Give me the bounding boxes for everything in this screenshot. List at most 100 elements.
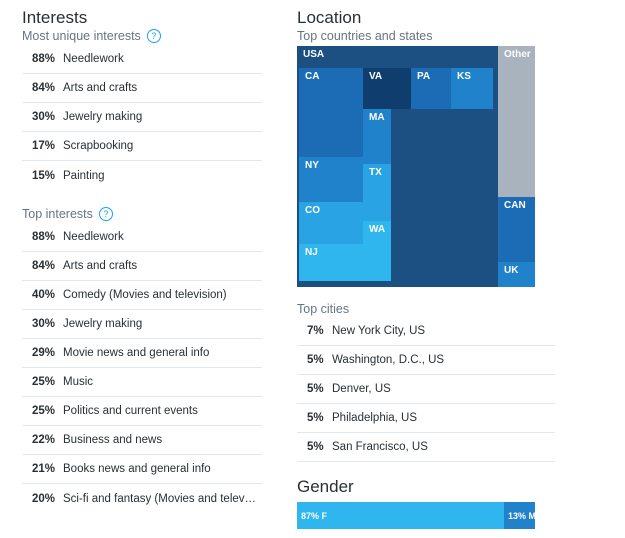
interest-label: Books news and general info bbox=[63, 463, 211, 475]
percent: 17% bbox=[32, 140, 56, 152]
unique-interests-label: Most unique interests bbox=[22, 29, 141, 43]
treemap-cell-ks[interactable]: KS bbox=[451, 68, 493, 109]
treemap-label: USA bbox=[303, 49, 325, 60]
list-item: 88% Needlework bbox=[22, 45, 262, 74]
interest-label: Arts and crafts bbox=[63, 260, 138, 272]
interest-label: Politics and current events bbox=[63, 405, 198, 417]
list-item: 20% Sci-fi and fantasy (Movies and telev… bbox=[22, 484, 262, 513]
city-label: San Francisco, US bbox=[332, 441, 428, 453]
list-item: 7% New York City, US bbox=[297, 317, 555, 346]
percent: 84% bbox=[32, 82, 56, 94]
percent: 29% bbox=[32, 347, 56, 359]
city-label: Denver, US bbox=[332, 383, 391, 395]
list-item: 30% Jewelry making bbox=[22, 103, 262, 132]
treemap-label: WA bbox=[369, 224, 386, 235]
list-item: 5% Philadelphia, US bbox=[297, 404, 555, 433]
treemap-cell-wa[interactable]: WA bbox=[363, 221, 391, 244]
help-icon[interactable]: ? bbox=[146, 29, 161, 43]
treemap-label: VA bbox=[369, 71, 383, 82]
list-item: 25% Music bbox=[22, 368, 262, 397]
treemap-cell-ny[interactable]: NY bbox=[299, 157, 363, 202]
treemap-label: CAN bbox=[504, 200, 526, 211]
treemap-cell-va[interactable]: VA bbox=[363, 68, 411, 109]
percent: 25% bbox=[32, 405, 56, 417]
percent: 30% bbox=[32, 318, 56, 330]
list-item: 40% Comedy (Movies and television) bbox=[22, 281, 262, 310]
percent: 84% bbox=[32, 260, 56, 272]
treemap-label: CA bbox=[305, 71, 320, 82]
interest-label: Painting bbox=[63, 169, 105, 182]
top-countries-label: Top countries and states bbox=[297, 29, 433, 43]
interest-label: Needlework bbox=[63, 53, 124, 65]
list-item: 29% Movie news and general info bbox=[22, 339, 262, 368]
percent: 5% bbox=[307, 383, 324, 395]
interest-label: Movie news and general info bbox=[63, 347, 210, 359]
treemap-cell-can[interactable]: CAN bbox=[498, 197, 535, 262]
top-interests-label: Top interests bbox=[22, 207, 93, 221]
list-item: 17% Scrapbooking bbox=[22, 132, 262, 161]
gender-male-label: 13% M bbox=[508, 510, 535, 521]
percent: 5% bbox=[307, 441, 324, 453]
percent: 30% bbox=[32, 111, 56, 123]
list-item: 5% San Francisco, US bbox=[297, 433, 555, 462]
list-item: 22% Business and news bbox=[22, 426, 262, 455]
gender-bar: 87% F 13% M bbox=[297, 502, 535, 529]
list-item: 5% Washington, D.C., US bbox=[297, 346, 555, 375]
treemap-cell-ma[interactable]: MA bbox=[363, 109, 391, 164]
interest-label: Needlework bbox=[63, 231, 124, 243]
gender-female-segment[interactable]: 87% F bbox=[297, 502, 505, 529]
interest-label: Music bbox=[63, 376, 94, 388]
gender-female-label: 87% F bbox=[301, 510, 328, 521]
treemap-cell-tx[interactable]: TX bbox=[363, 164, 391, 221]
city-label: Philadelphia, US bbox=[332, 412, 418, 424]
treemap-cell-co[interactable]: CO bbox=[299, 202, 363, 244]
percent: 22% bbox=[32, 434, 56, 446]
list-item: 21% Books news and general info bbox=[22, 455, 262, 484]
top-cities-list: 7% New York City, US 5% Washington, D.C., … bbox=[297, 317, 555, 462]
interest-label: Jewelry making bbox=[63, 318, 143, 330]
gender-title: Gender bbox=[297, 477, 354, 496]
percent: 25% bbox=[32, 376, 56, 388]
treemap-label: KS bbox=[457, 71, 471, 82]
list-item: 84% Arts and crafts bbox=[22, 74, 262, 103]
treemap-label: Other bbox=[504, 49, 531, 60]
treemap-cell-uk[interactable]: UK bbox=[498, 262, 535, 287]
percent: 40% bbox=[32, 289, 56, 301]
interest-label: Comedy (Movies and television) bbox=[63, 289, 227, 301]
treemap-cell-ca[interactable]: CA bbox=[299, 68, 363, 157]
list-item: 25% Politics and current events bbox=[22, 397, 262, 426]
interest-label: Arts and crafts bbox=[63, 82, 138, 94]
list-item: 15% Painting bbox=[22, 161, 262, 190]
city-label: New York City, US bbox=[332, 325, 426, 337]
interest-label: Business and news bbox=[63, 434, 163, 446]
top-interests-header: Top interests ? bbox=[22, 206, 113, 222]
location-section: Location Top countries and states USA CA… bbox=[297, 0, 555, 538]
top-interests-list: 88% Needlework 84% Arts and crafts 40% Come… bbox=[22, 223, 262, 513]
treemap-cell-other[interactable]: Other bbox=[498, 46, 535, 197]
list-item: 5% Denver, US bbox=[297, 375, 555, 404]
interest-label: Sci-fi and fantasy (Movies and telev… bbox=[63, 492, 257, 505]
list-item: 88% Needlework bbox=[22, 223, 262, 252]
interest-label: Jewelry making bbox=[63, 111, 143, 123]
unique-interests-header: Most unique interests ? bbox=[22, 28, 161, 44]
treemap-cell-pa[interactable]: PA bbox=[411, 68, 451, 109]
treemap-label: NY bbox=[305, 160, 319, 171]
percent: 5% bbox=[307, 412, 324, 424]
help-icon[interactable]: ? bbox=[98, 207, 113, 221]
top-cities-label: Top cities bbox=[297, 302, 350, 316]
treemap-cell-nj[interactable]: NJ bbox=[299, 244, 391, 281]
location-title: Location bbox=[297, 8, 362, 27]
percent: 88% bbox=[32, 53, 56, 65]
treemap-label: TX bbox=[369, 167, 382, 178]
city-label: Washington, D.C., US bbox=[332, 354, 445, 366]
interest-label: Scrapbooking bbox=[63, 140, 134, 152]
percent: 20% bbox=[32, 492, 56, 505]
interests-title: Interests bbox=[22, 8, 88, 27]
treemap-label: MA bbox=[369, 112, 385, 123]
percent: 15% bbox=[32, 169, 56, 182]
gender-male-segment[interactable]: 13% M bbox=[504, 502, 535, 529]
list-item: 84% Arts and crafts bbox=[22, 252, 262, 281]
percent: 21% bbox=[32, 463, 56, 475]
treemap-label: CO bbox=[305, 205, 320, 216]
unique-interests-list: 88% Needlework 84% Arts and crafts 30% Jewe… bbox=[22, 45, 262, 190]
